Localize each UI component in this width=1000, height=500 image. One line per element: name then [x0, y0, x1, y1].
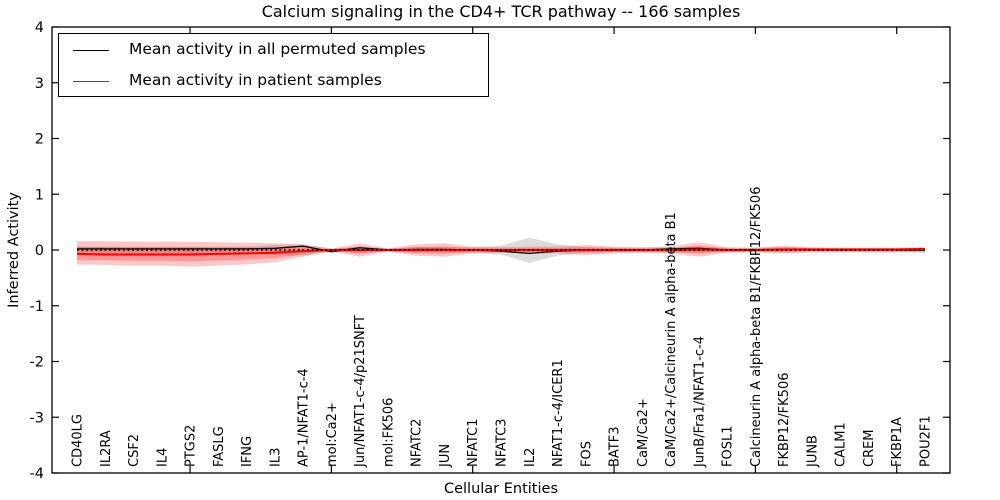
- chart-title: Calcium signaling in the CD4+ TCR pathwa…: [261, 2, 741, 21]
- legend: Mean activity in all permuted samples Me…: [58, 33, 489, 97]
- x-tick-label: JUN: [438, 444, 453, 468]
- x-tick-label: CSF2: [127, 434, 142, 467]
- patient-line-swatch: [73, 80, 109, 82]
- y-tick-label: 4: [35, 20, 44, 36]
- y-tick-label: 3: [35, 76, 44, 92]
- y-tick-label: -3: [30, 410, 44, 426]
- y-tick-label: -4: [30, 466, 44, 482]
- x-tick-label: IL3: [268, 448, 283, 467]
- x-tick-label: FOSL1: [721, 426, 736, 467]
- x-tick-label: NFATC3: [495, 419, 510, 467]
- x-tick-label: NFATC1: [466, 419, 481, 467]
- x-tick-label: CALM1: [834, 422, 849, 467]
- x-tick-label: IL2RA: [99, 430, 114, 467]
- y-tick-label: 2: [35, 132, 44, 148]
- legend-label-patient: Mean activity in patient samples: [129, 71, 382, 90]
- x-axis-title: Cellular Entities: [443, 481, 559, 497]
- x-tick-label: NFAT1-c-4/ICER1: [551, 359, 566, 467]
- x-tick-label: CREM: [862, 429, 877, 467]
- x-tick-label: FKBP1A: [890, 417, 905, 467]
- permuted-line-swatch: [73, 49, 109, 51]
- x-tick-label: FKBP12/FK506: [777, 373, 792, 468]
- x-tick-label: CD40LG: [71, 414, 86, 467]
- y-tick-label: -2: [30, 355, 44, 371]
- x-tick-label: FASLG: [212, 426, 227, 467]
- x-tick-label: IFNG: [240, 436, 255, 467]
- x-tick-label: BATF3: [608, 427, 623, 468]
- y-tick-label: 1: [35, 187, 44, 203]
- legend-label-permuted: Mean activity in all permuted samples: [129, 40, 426, 59]
- x-tick-label: CaM/Ca2+: [636, 398, 651, 467]
- y-axis-title: Inferred Activity: [6, 192, 22, 308]
- x-tick-label: Calcineurin A alpha-beta B1/FKBP12/FK506: [749, 187, 764, 467]
- legend-entry-permuted: Mean activity in all permuted samples: [59, 35, 488, 65]
- x-tick-label: Jun/NFAT1-c-4/p21SNFT: [353, 315, 368, 468]
- y-tick-label: -1: [30, 299, 44, 315]
- x-tick-label: IL2: [523, 448, 538, 467]
- x-tick-label: PTGS2: [184, 425, 199, 467]
- x-tick-label: AP-1/NFAT1-c-4: [297, 368, 312, 467]
- x-tick-label: JunB/Fra1/NFAT1-c-4: [692, 336, 707, 468]
- x-tick-label: POU2F1: [919, 415, 934, 467]
- y-tick-label: 0: [35, 243, 44, 259]
- x-tick-label: NFATC2: [410, 419, 425, 467]
- x-tick-label: JUNB: [805, 435, 820, 468]
- x-tick-label: FOS: [579, 441, 594, 467]
- x-tick-label: mol:Ca2+: [325, 402, 340, 467]
- x-tick-label: CaM/Ca2+/Calcineurin A alpha-beta B1: [664, 212, 679, 467]
- x-tick-label: mol:FK506: [381, 398, 396, 467]
- x-tick-label: IL4: [155, 448, 170, 467]
- legend-entry-patient: Mean activity in patient samples: [59, 66, 488, 96]
